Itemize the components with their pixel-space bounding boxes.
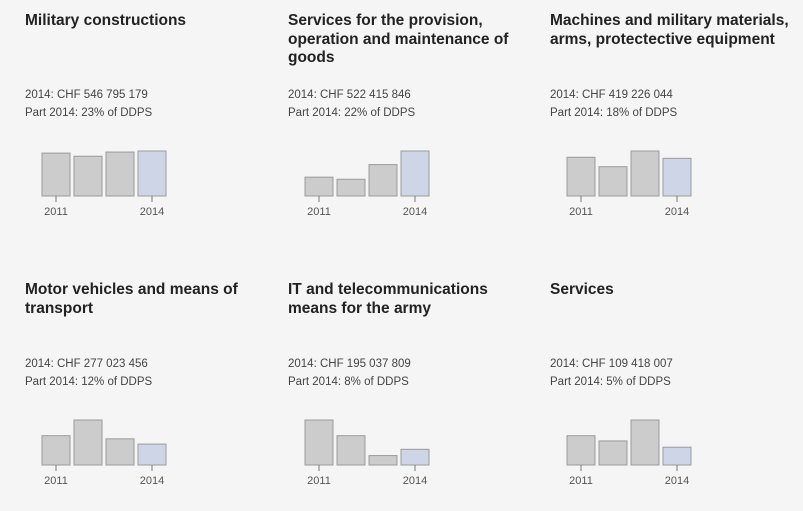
bar-2012: [598, 166, 628, 197]
panel-title: Military constructions: [25, 12, 187, 29]
bar-2011: [304, 176, 334, 197]
panel-share: Part 2014: 8% of DDPS: [288, 376, 409, 388]
panel-share: Part 2014: 12% of DDPS: [25, 376, 153, 388]
panel-title: Motor vehicles and means of transport: [25, 281, 238, 317]
bar-2013: [105, 438, 135, 466]
mini-bar-chart: 2011 2014: [304, 419, 430, 487]
bar-2014: [662, 157, 692, 197]
bar-2014: [400, 150, 430, 197]
bar-2011: [41, 435, 71, 466]
tick-label-2014: 2014: [665, 475, 689, 487]
panel-motor-vehicles: Motor vehicles and means of transport 20…: [25, 269, 275, 511]
panel-services: Services 2014: CHF 109 418 007 Part 2014…: [550, 269, 800, 511]
panel-title: IT and telecommunications means for the …: [288, 281, 488, 317]
bar-2014: [400, 448, 430, 466]
panel-share: Part 2014: 5% of DDPS: [550, 376, 671, 388]
tick-label-2011: 2011: [569, 475, 593, 487]
tick-label-2014: 2014: [140, 475, 164, 487]
panel-it-telecommunications: IT and telecommunications means for the …: [288, 269, 538, 511]
mini-bar-chart: 2011 2014: [566, 419, 692, 487]
bar-2012: [336, 435, 366, 466]
bar-2013: [368, 455, 398, 466]
tick-label-2014: 2014: [665, 206, 689, 218]
bar-2012: [598, 440, 628, 466]
tick-label-2014: 2014: [140, 206, 164, 218]
panel-total: 2014: CHF 546 795 179: [25, 89, 148, 101]
panel-title: Machines and military materials, arms, p…: [550, 12, 789, 48]
bar-2013: [630, 419, 660, 466]
mini-bar-chart: 2011 2014: [41, 419, 167, 487]
bar-2011: [304, 419, 334, 466]
mini-bar-chart: 2011 2014: [41, 150, 167, 218]
panel-title: Services for the provision, operation an…: [288, 12, 509, 66]
mini-bar-chart: 2011 2014: [566, 150, 692, 218]
panel-title: Services: [550, 281, 614, 298]
panel-services-provision: Services for the provision, operation an…: [288, 0, 538, 250]
bar-2011: [566, 156, 596, 197]
bar-2013: [630, 150, 660, 197]
bar-2013: [368, 164, 398, 197]
bar-2014: [137, 443, 167, 466]
bar-2013: [105, 151, 135, 197]
panel-share: Part 2014: 23% of DDPS: [25, 107, 153, 119]
panel-total: 2014: CHF 109 418 007: [550, 358, 673, 370]
panel-military-constructions: Military constructions 2014: CHF 546 795…: [25, 0, 275, 250]
tick-label-2011: 2011: [569, 206, 593, 218]
bar-2014: [662, 446, 692, 466]
mini-bar-chart: 2011 2014: [304, 150, 430, 218]
tick-label-2011: 2011: [307, 206, 331, 218]
bar-2014: [137, 150, 167, 197]
panel-total: 2014: CHF 195 037 809: [288, 358, 411, 370]
tick-label-2014: 2014: [403, 475, 427, 487]
panel-total: 2014: CHF 419 226 044: [550, 89, 673, 101]
panel-share: Part 2014: 22% of DDPS: [288, 107, 416, 119]
panel-total: 2014: CHF 277 023 456: [25, 358, 148, 370]
bar-2012: [73, 155, 103, 197]
bar-2012: [336, 178, 366, 197]
panel-machines-military-materials: Machines and military materials, arms, p…: [550, 0, 800, 250]
tick-label-2011: 2011: [44, 475, 68, 487]
panel-share: Part 2014: 18% of DDPS: [550, 107, 678, 119]
tick-label-2014: 2014: [403, 206, 427, 218]
bar-2012: [73, 419, 103, 466]
tick-label-2011: 2011: [44, 206, 68, 218]
tick-label-2011: 2011: [307, 475, 331, 487]
bar-2011: [566, 435, 596, 466]
bar-2011: [41, 152, 71, 197]
panel-total: 2014: CHF 522 415 846: [288, 89, 411, 101]
